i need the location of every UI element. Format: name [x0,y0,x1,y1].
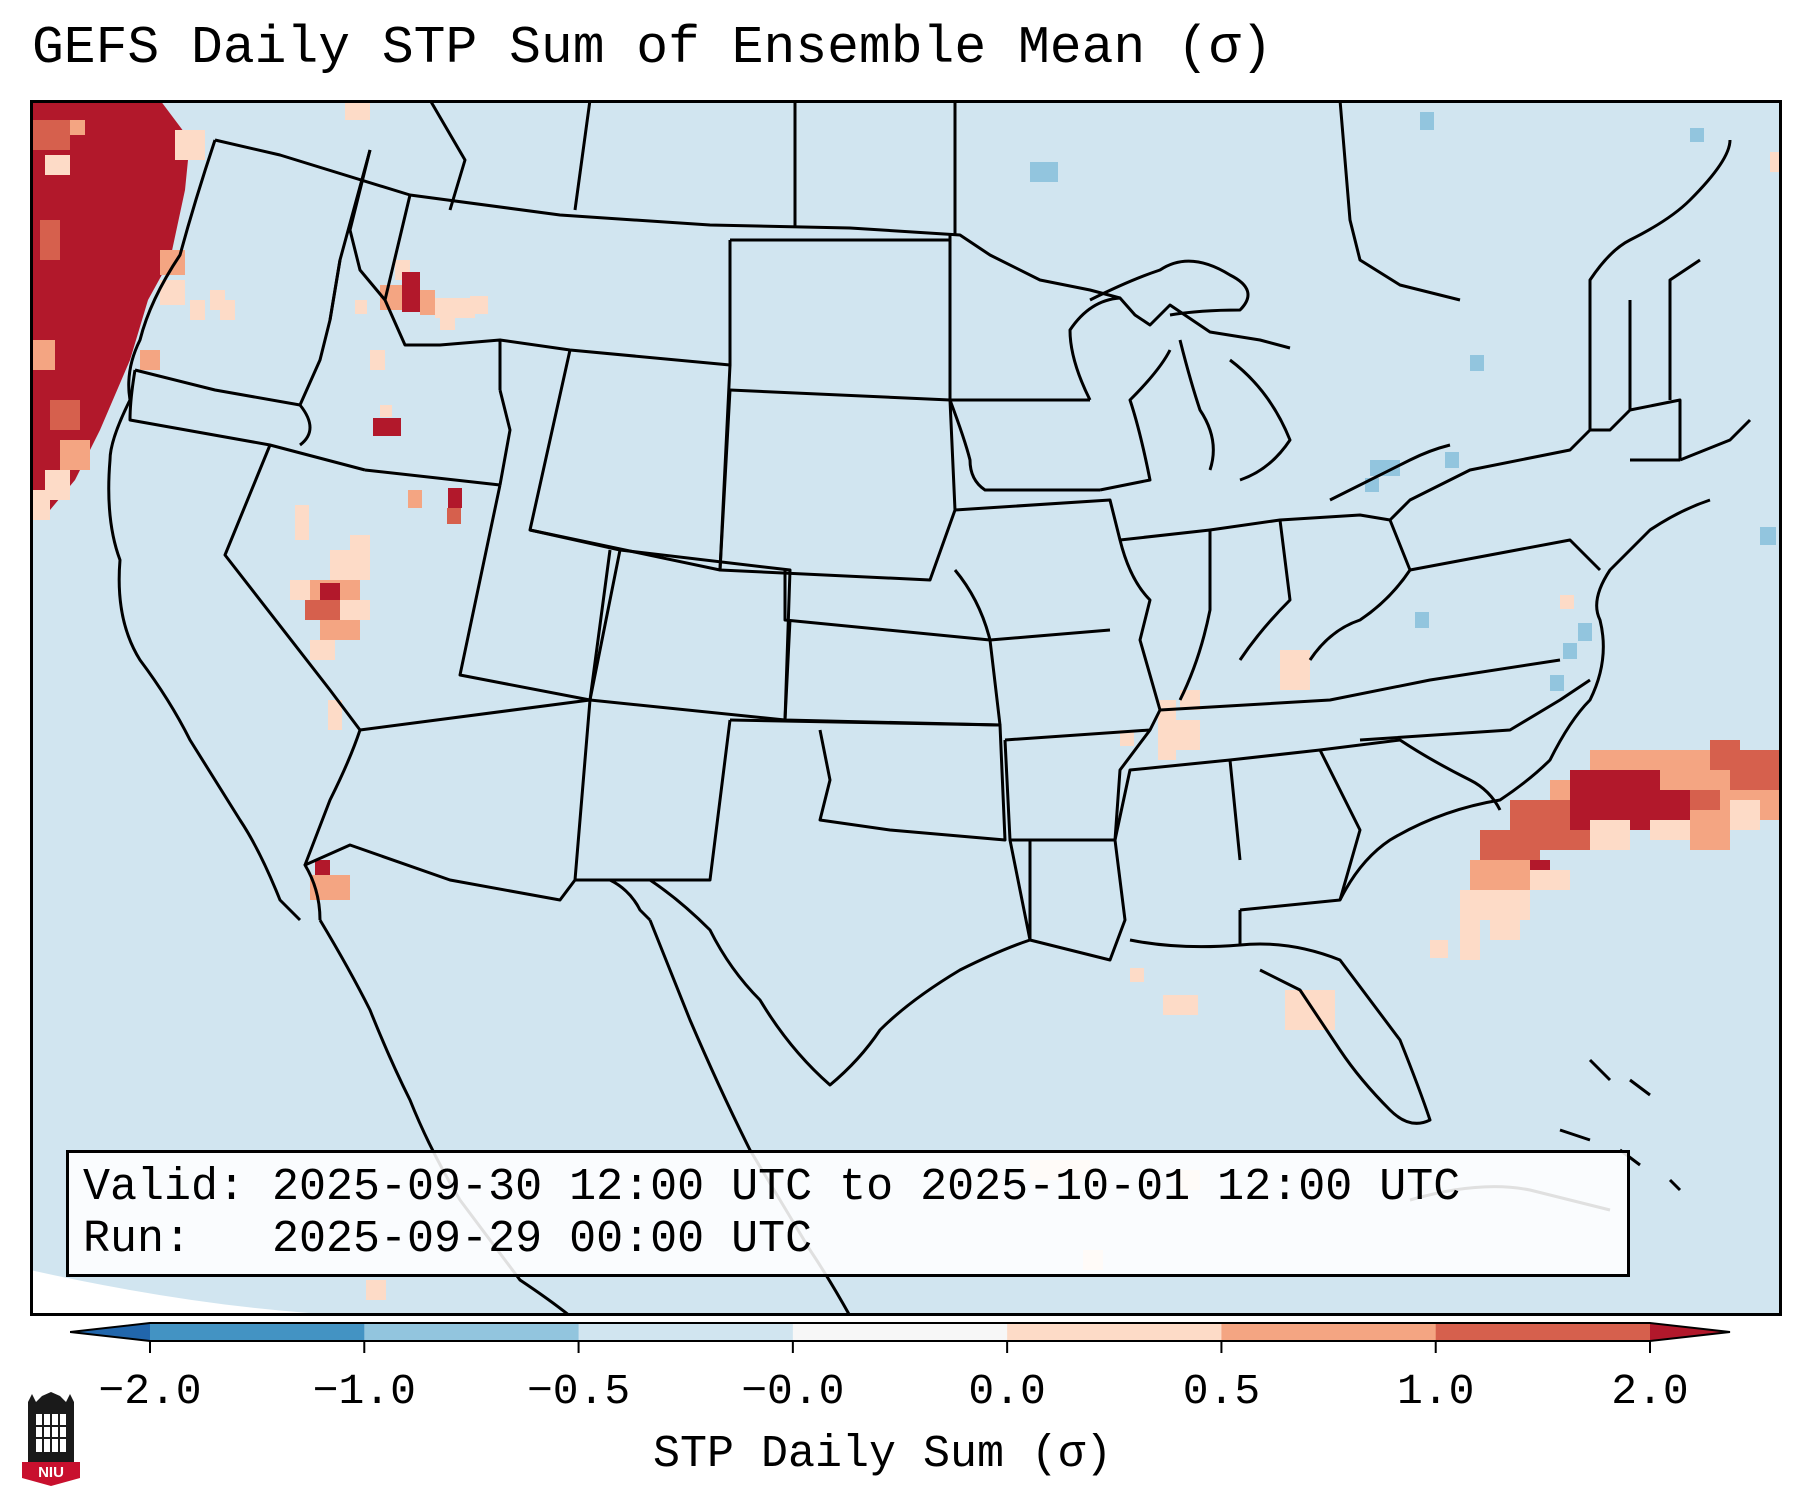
niu-logo: NIU [22,1392,80,1486]
pacific-nw-anomaly [30,100,235,520]
colorbar-tick-label: −0.0 [741,1367,845,1416]
lake-michigan [1178,339,1215,471]
colorbar-segment [364,1323,580,1341]
province-line [428,100,467,211]
logo-shield [22,1462,80,1486]
logo-text: NIU [38,1464,64,1481]
colorbar-segment [150,1323,365,1341]
negative-anomaly [1030,112,1776,691]
nevada-anomaly [290,505,370,730]
colorbar-tick-label: −0.5 [526,1367,631,1416]
colorbar-tick-label: 1.0 [1396,1367,1475,1416]
map-panel [30,100,1782,1316]
lake-erie [1329,443,1451,502]
map-frame [30,100,1782,1316]
colorbar-extend-high [1650,1323,1730,1341]
east-coastline [1338,498,1711,901]
valid-time-text: Valid: 2025-09-30 12:00 UTC to 2025-10-0… [83,1162,1461,1213]
colorbar-tick-label: −1.0 [312,1367,416,1416]
run-time-text: Run: 2025-09-29 00:00 UTC [83,1214,813,1265]
colorbar-tick-label: 0.0 [968,1367,1046,1416]
colorbar-outline [70,1322,1731,1342]
colorbar-tick-label: 0.5 [1182,1367,1261,1416]
colorbar-segment [1007,1323,1222,1341]
stp-map [30,100,1782,1316]
projection-edge [30,1270,360,1316]
colorbar [70,1322,1731,1353]
atlantic-anomaly [1430,100,1782,960]
lake-superior [1089,259,1250,317]
lake-huron [1229,358,1292,482]
map-background [30,100,1782,1316]
colorbar-label: STP Daily Sum (σ) [653,1429,1113,1480]
colorbar-tick-label: 2.0 [1611,1367,1689,1416]
colorbar-segment [792,1323,1008,1341]
info-box: Valid: 2025-09-30 12:00 UTC to 2025-10-0… [66,1150,1630,1277]
colorbar-tick-label: −2.0 [98,1367,202,1416]
colorbar-segment [1221,1323,1437,1341]
colorbar-extend-low [70,1323,150,1341]
colorbar-segment [1435,1323,1651,1341]
state-boundaries [107,100,1752,1316]
west-coastline [107,139,302,922]
anomaly-shading [30,100,1782,1300]
colorbar-segment [578,1323,794,1341]
map-title: GEFS Daily STP Sum of Ensemble Mean (σ) [32,18,1273,78]
